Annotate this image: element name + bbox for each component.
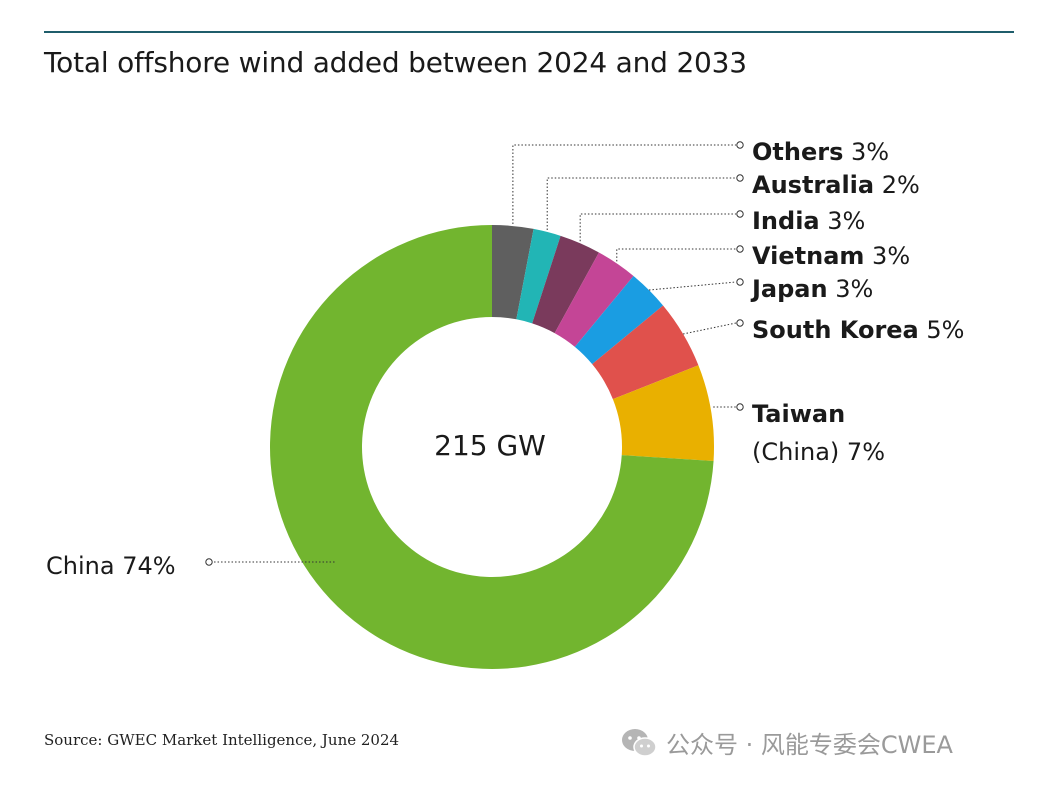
leader-south-korea — [682, 322, 737, 335]
slice-vietnam — [554, 252, 634, 347]
source-note: Source: GWEC Market Intelligence, June 2… — [44, 731, 400, 749]
watermark: 公众号 · 风能专委会CWEA — [620, 725, 953, 760]
label-name-india: India — [752, 207, 820, 235]
slice-china — [270, 225, 714, 670]
label-name-south-korea: South Korea — [752, 316, 919, 344]
label-line2-taiwan: (China) 7% — [752, 438, 885, 466]
wechat-icon — [622, 728, 657, 757]
leader-dot-taiwan — [736, 403, 744, 411]
label-india: India 3% — [752, 207, 865, 235]
leader-dot-vietnam — [736, 245, 744, 253]
slice-australia — [516, 228, 561, 324]
leader-japan — [648, 281, 737, 291]
label-value-vietnam: 3% — [864, 242, 910, 270]
label-name-japan: Japan — [750, 275, 828, 303]
label-name-vietnam: Vietnam — [752, 242, 864, 270]
leader-dot-india — [736, 210, 744, 218]
leader-dot-japan — [736, 278, 744, 286]
label-value-india: 3% — [820, 207, 866, 235]
label-others: Others 3% — [752, 138, 889, 166]
donut-slices — [270, 225, 714, 670]
label-value-taiwan: 7% — [847, 438, 885, 466]
label-value-south-korea: 5% — [919, 316, 965, 344]
leader-australia — [546, 177, 736, 230]
watermark-text: 公众号 · 风能专委会CWEA — [666, 731, 953, 759]
label-name-china: China — [46, 552, 115, 580]
label-value-china: 74% — [115, 552, 176, 580]
leader-india — [579, 213, 736, 242]
label-south-korea: South Korea 5% — [752, 316, 964, 344]
leader-vietnam — [616, 248, 736, 262]
label-name-others: Others — [752, 138, 843, 166]
label-vietnam: Vietnam 3% — [752, 242, 910, 270]
leader-dot-others — [736, 141, 744, 149]
label-value-others: 3% — [843, 138, 889, 166]
center-label: 215 GW — [434, 429, 546, 462]
label-name-taiwan: Taiwan — [752, 400, 845, 428]
leader-others — [512, 144, 736, 224]
leader-lines — [205, 141, 744, 566]
label-name-australia: Australia — [752, 171, 874, 199]
label-japan: Japan 3% — [750, 275, 873, 303]
slice-others — [492, 225, 534, 320]
label-value-australia: 2% — [874, 171, 920, 199]
top-rule — [44, 31, 1014, 33]
leader-dot-australia — [736, 174, 744, 182]
slice-taiwan — [612, 365, 714, 461]
label-australia: Australia 2% — [752, 171, 920, 199]
label-china: China 74% — [46, 552, 176, 580]
slice-india — [532, 235, 599, 334]
slice-labels: Others 3%Australia 2%India 3%Vietnam 3%J… — [46, 138, 964, 580]
label-taiwan: Taiwan — [752, 400, 845, 428]
slice-japan — [574, 275, 664, 365]
leader-dot-south-korea — [736, 319, 744, 327]
label-value-japan: 3% — [828, 275, 874, 303]
leader-dot-china — [205, 558, 213, 566]
chart-title: Total offshore wind added between 2024 a… — [44, 46, 747, 79]
slice-south-korea — [592, 305, 699, 400]
